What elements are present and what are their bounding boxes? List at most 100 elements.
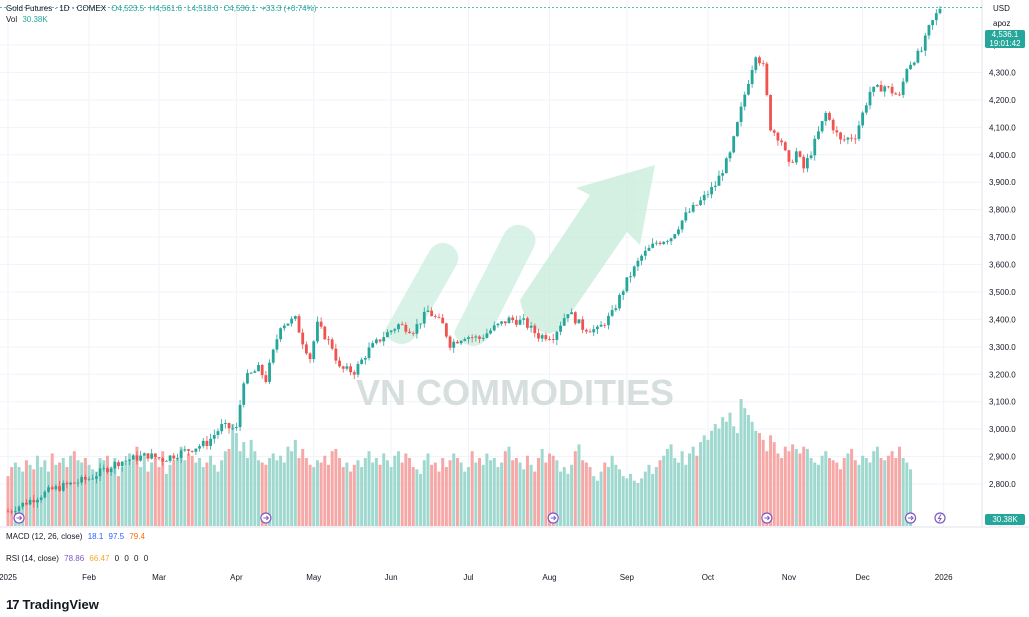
volume-bar <box>632 480 636 526</box>
macd-signal-value: 97.5 <box>108 532 125 541</box>
candle-body <box>474 336 478 338</box>
volume-bar <box>419 473 423 526</box>
candlesticks[interactable] <box>6 6 942 516</box>
event-markers[interactable] <box>13 512 946 524</box>
volume-bar <box>846 453 850 526</box>
candle-body <box>640 255 644 261</box>
tradingview-logo[interactable]: 17 TradingView <box>6 597 99 612</box>
candle-body <box>201 440 205 447</box>
dividend-event-icon[interactable] <box>547 512 559 524</box>
candle-body <box>444 323 448 337</box>
volume-bar <box>164 473 168 526</box>
volume-bar <box>702 435 706 526</box>
volume-bar <box>905 462 909 526</box>
volume-bar <box>120 467 124 526</box>
volume-bar <box>69 455 73 526</box>
volume-bar <box>349 471 353 526</box>
volume-bar <box>507 446 511 526</box>
volume-bar <box>463 471 467 526</box>
volume-bar <box>323 455 327 526</box>
volume-bar <box>297 458 301 526</box>
volume-bar <box>820 455 824 526</box>
candle-body <box>319 321 323 327</box>
volume-bar <box>338 458 342 526</box>
candle-body <box>684 212 688 221</box>
candle-body <box>371 343 375 348</box>
candle-body <box>898 94 901 96</box>
watermark-logo <box>384 165 655 346</box>
candle-body <box>695 204 699 206</box>
volume-bar <box>470 451 474 526</box>
volume-bar <box>769 435 773 526</box>
candle-body <box>938 8 942 14</box>
dividend-event-icon[interactable] <box>761 512 773 524</box>
candle-body <box>187 449 190 451</box>
currency-label[interactable]: USD <box>993 4 1010 13</box>
candle-body <box>352 372 356 375</box>
macd-value: 18.1 <box>87 532 104 541</box>
symbol-title[interactable]: Gold Futures · 1D · COMEX <box>6 4 107 13</box>
earnings-event-icon[interactable] <box>934 512 946 524</box>
candle-body <box>614 308 618 311</box>
x-tick-label: May <box>306 573 321 582</box>
candle-body <box>592 329 596 333</box>
volume-bar <box>363 458 367 526</box>
volume-bar <box>573 451 577 526</box>
candle-body <box>537 333 540 339</box>
candle-body <box>467 337 470 340</box>
close-value: C4,536.1 <box>223 4 256 13</box>
volume-bar <box>566 473 570 526</box>
candle-body <box>327 339 330 341</box>
y-tick-label: 3,700.0 <box>989 233 1016 242</box>
volume-bar <box>334 448 338 526</box>
volume-bar <box>330 451 334 526</box>
candle-body <box>441 317 445 324</box>
volume-label[interactable]: Vol <box>6 15 18 24</box>
candle-body <box>61 483 65 491</box>
candle-body <box>890 86 894 94</box>
volume-bar <box>374 458 378 526</box>
volume-value: 30.38K <box>22 15 48 24</box>
candle-body <box>875 84 879 87</box>
candle-body <box>573 312 577 324</box>
candle-body <box>688 211 691 213</box>
candle-body <box>828 112 831 120</box>
candle-body <box>507 317 511 324</box>
rsi-legend[interactable]: RSI (14, close) 78.86 66.47 0 0 0 0 <box>6 554 151 563</box>
time-axis[interactable]: 2025 Feb Mar Apr May Jun Jul Aug Sep Oct Nov Dec 202… <box>0 573 953 582</box>
candle-body <box>861 112 865 126</box>
candle-body <box>95 476 98 479</box>
dividend-event-icon[interactable] <box>13 512 25 524</box>
candle-body <box>437 316 441 318</box>
price-axis[interactable]: 2,800.0 2,900.0 3,000.0 3,100.0 3,200.0 3,300… <box>989 41 1016 489</box>
volume-bar <box>105 455 109 526</box>
volume-bar <box>286 446 290 526</box>
candle-body <box>349 366 352 373</box>
candle-body <box>710 186 714 195</box>
volume-bar <box>772 442 776 526</box>
candle-body <box>492 325 496 331</box>
candle-body <box>39 497 43 500</box>
candle-body <box>91 478 95 480</box>
macd-legend[interactable]: MACD (12, 26, close) 18.1 97.5 79.4 <box>6 532 148 541</box>
candle-body <box>301 332 305 345</box>
dividend-event-icon[interactable] <box>904 512 917 524</box>
candle-body <box>625 277 629 292</box>
volume-bars <box>6 399 913 526</box>
brand-name: TradingView <box>22 597 99 612</box>
volume-bar <box>654 467 658 526</box>
volume-bar <box>242 442 246 526</box>
volume-bar <box>234 433 238 526</box>
candle-body <box>212 434 216 439</box>
candle-body <box>581 319 585 330</box>
y-tick-label: 3,600.0 <box>989 261 1016 270</box>
candle-body <box>209 438 213 446</box>
candle-body <box>805 158 809 169</box>
candle-body <box>205 440 209 446</box>
dividend-event-icon[interactable] <box>260 512 272 524</box>
volume-bar <box>28 464 32 526</box>
candle-body <box>430 310 434 317</box>
candle-body <box>411 333 415 334</box>
price-mode-label[interactable]: apoz <box>993 19 1011 28</box>
